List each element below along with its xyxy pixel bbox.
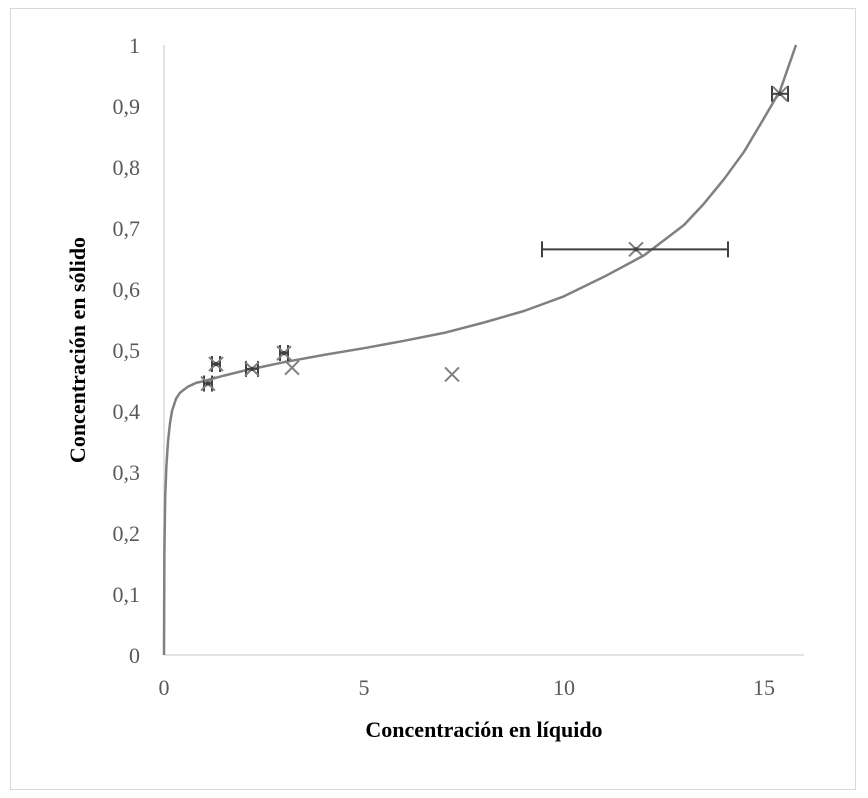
y-tick-label: 0,2	[113, 521, 141, 546]
y-tick-label: 0,8	[113, 155, 141, 180]
y-tick-label: 0,4	[113, 399, 141, 424]
data-point-center	[633, 247, 639, 252]
data-point	[284, 359, 300, 376]
y-tick-label: 0,1	[113, 582, 141, 607]
x-tick-label: 15	[753, 675, 775, 700]
data-point-center	[213, 361, 219, 367]
x-axis-title: Concentración en líquido	[365, 717, 602, 742]
y-tick-label: 0,7	[113, 216, 141, 241]
y-tick-label: 0,6	[113, 277, 141, 302]
data-point-center	[281, 350, 287, 356]
chart-frame	[10, 8, 856, 790]
x-tick-label: 5	[359, 675, 370, 700]
data-point	[444, 366, 460, 383]
data-markers	[200, 86, 788, 392]
y-axis-title: Concentración en sólido	[65, 237, 90, 463]
y-tick-label: 1	[129, 33, 140, 58]
error-bars	[203, 85, 789, 392]
x-tick-label: 0	[159, 675, 170, 700]
x-tick-label: 10	[553, 675, 575, 700]
y-tick-label: 0,9	[113, 94, 141, 119]
y-tick-label: 0,5	[113, 338, 141, 363]
data-point-center	[205, 381, 211, 386]
data-point-center	[249, 366, 255, 372]
data-point-center	[777, 91, 783, 97]
y-tick-labels: 0 0,1 0,2 0,3 0,4 0,5 0,6 0,7 0,8 0,9 1	[113, 33, 141, 668]
y-tick-label: 0,3	[113, 460, 141, 485]
x-tick-labels: 0 5 10 15	[159, 675, 776, 700]
y-tick-label: 0	[129, 643, 140, 668]
axes	[163, 45, 804, 656]
fit-curve	[162, 44, 798, 656]
